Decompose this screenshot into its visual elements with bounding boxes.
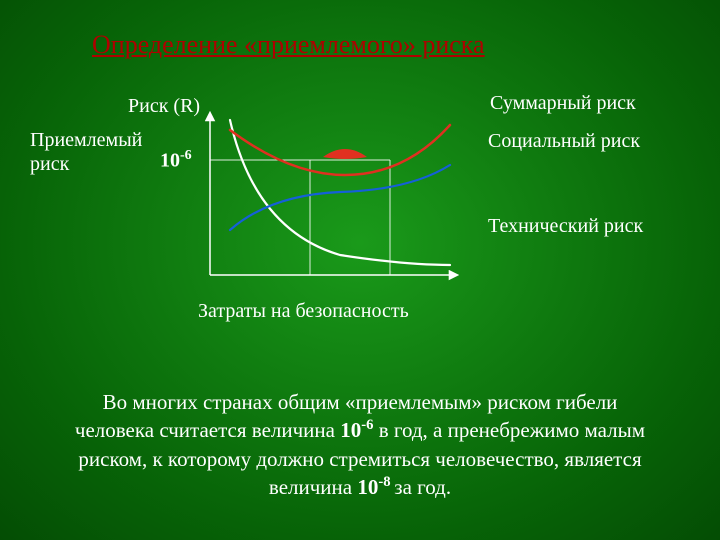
acceptable-risk-label: Приемлемый риск <box>30 128 142 176</box>
risk-chart <box>200 110 460 290</box>
slide-title: Определение «приемлемого» риска <box>92 30 485 60</box>
total-risk-label: Суммарный риск <box>490 92 636 115</box>
threshold-value: 10-6 <box>160 148 192 173</box>
body-paragraph: Во многих странах общим «приемлемым» рис… <box>70 388 650 501</box>
x-axis-label: Затраты на безопасность <box>198 300 409 323</box>
y-axis-label: Риск (R) <box>128 95 200 118</box>
social-risk-label: Социальный риск <box>488 130 640 153</box>
technical-risk-label: Технический риск <box>488 215 643 238</box>
